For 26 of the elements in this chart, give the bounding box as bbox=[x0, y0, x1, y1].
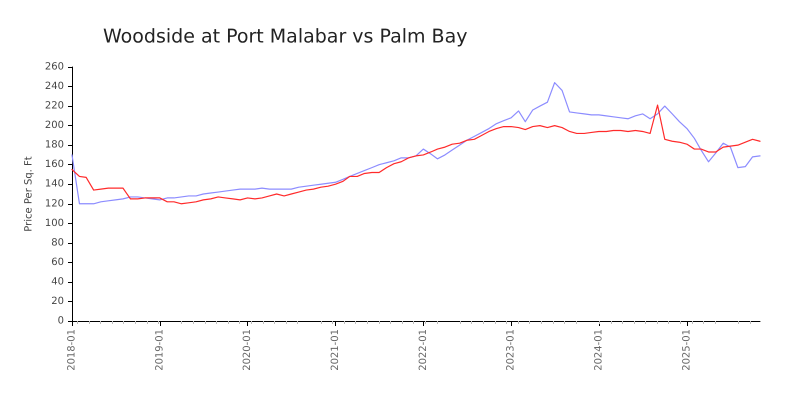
y-tick-label: 140 bbox=[44, 178, 64, 190]
y-tick-label: 220 bbox=[44, 100, 64, 112]
x-tick-label: 2022-01 bbox=[418, 329, 429, 371]
x-tick-label: 2023-01 bbox=[506, 329, 517, 371]
y-tick-label: 200 bbox=[44, 120, 64, 132]
x-tick-label: 2024-01 bbox=[593, 329, 604, 371]
y-tick-label: 40 bbox=[51, 276, 64, 288]
x-tick-label: 2018-01 bbox=[66, 329, 78, 371]
y-tick-label: 20 bbox=[51, 296, 64, 307]
y-tick-label: 100 bbox=[44, 218, 64, 229]
y-tick-label: 180 bbox=[44, 140, 64, 151]
x-tick-label: 2019-01 bbox=[154, 329, 166, 371]
line-series bbox=[71, 104, 761, 204]
y-tick-label: 60 bbox=[51, 256, 64, 268]
y-tick-label: 0 bbox=[58, 316, 64, 326]
x-tick-label: 2025-01 bbox=[681, 329, 692, 371]
y-tick-label: 240 bbox=[44, 81, 64, 92]
y-tick-label: 80 bbox=[51, 237, 64, 248]
line-series bbox=[71, 82, 761, 204]
y-axis-title: Price Per Sq. Ft bbox=[24, 156, 35, 232]
y-tick-label: 120 bbox=[44, 198, 64, 210]
chart-title: Woodside at Port Malabar vs Palm Bay bbox=[103, 26, 468, 48]
y-tick-label: 260 bbox=[44, 62, 64, 72]
x-tick-label: 2021-01 bbox=[330, 329, 342, 371]
x-tick-label: 2020-01 bbox=[242, 329, 254, 371]
y-tick-label: 160 bbox=[44, 159, 64, 170]
